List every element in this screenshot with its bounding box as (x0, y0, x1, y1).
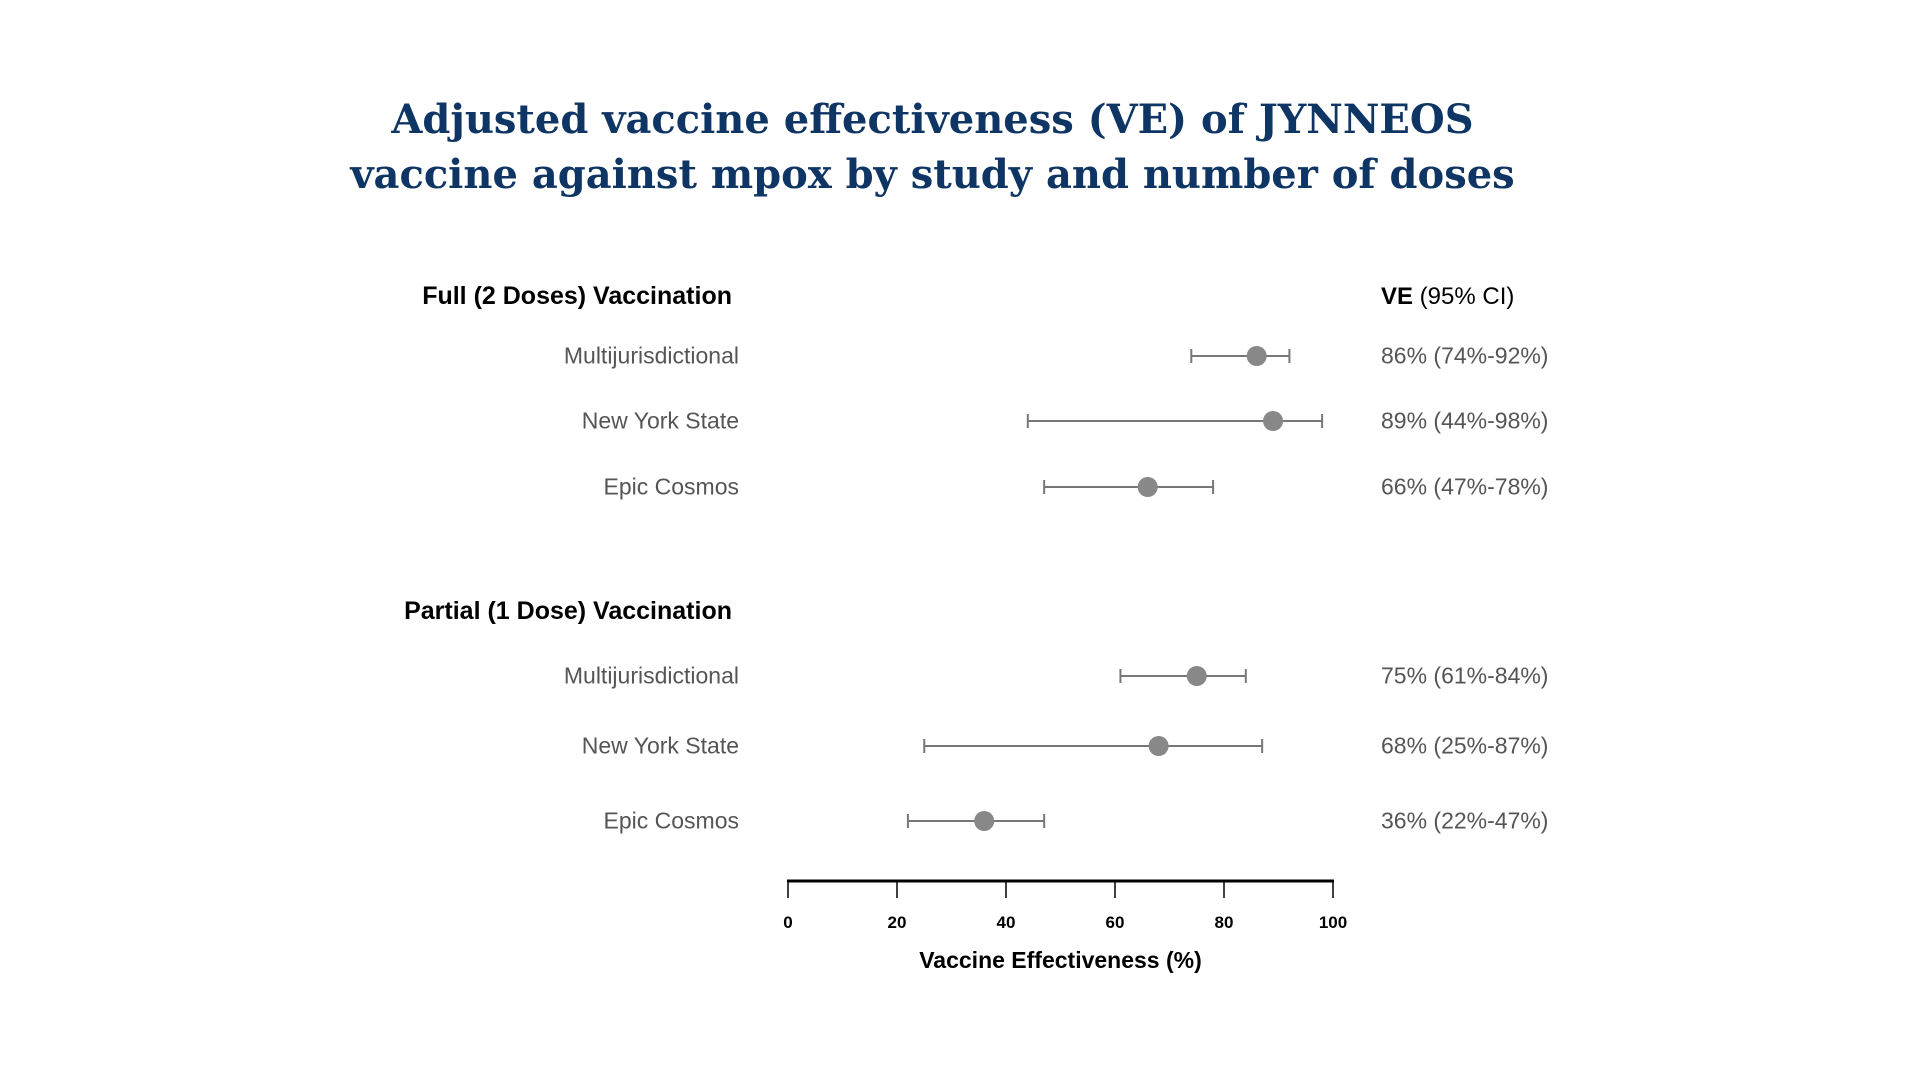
ve-point (1263, 411, 1284, 431)
chart-title: Adjusted vaccine effectiveness (VE) of J… (0, 92, 1865, 202)
x-tick-label: 80 (1215, 913, 1234, 932)
ve-value-label: 75% (61%-84%) (1381, 662, 1549, 689)
x-tick-label: 40 (997, 913, 1016, 932)
x-tick-label: 100 (1319, 913, 1347, 932)
study-label: New York State (581, 732, 739, 759)
group-header-partial: Partial (1 Dose) Vaccination (404, 597, 732, 625)
ve-point (1186, 666, 1207, 686)
study-label: Epic Cosmos (603, 807, 739, 834)
group-header-full: Full (2 Doses) Vaccination (422, 282, 732, 310)
x-axis-label: Vaccine Effectiveness (%) (919, 947, 1202, 973)
ve-point (1148, 736, 1169, 756)
x-tick-label: 60 (1106, 913, 1125, 932)
ve-value-label: 36% (22%-47%) (1381, 807, 1549, 834)
ve-point (974, 811, 995, 831)
x-tick-label: 20 (888, 913, 907, 932)
ve-value-label: 89% (44%-98%) (1381, 407, 1549, 434)
study-label: Multijurisdictional (563, 662, 739, 689)
x-tick-label: 0 (783, 913, 792, 932)
ve-point (1137, 477, 1158, 497)
title-line-1: Adjusted vaccine effectiveness (VE) of J… (391, 96, 1474, 143)
study-label: New York State (581, 407, 739, 434)
ve-point (1246, 346, 1267, 366)
ve-value-label: 86% (74%-92%) (1381, 342, 1549, 369)
ve-header-bold: VE (1381, 283, 1414, 310)
ve-value-label: 66% (47%-78%) (1381, 473, 1549, 500)
ve-value-label: 68% (25%-87%) (1381, 732, 1549, 759)
study-label: Multijurisdictional (563, 342, 739, 369)
ve-column-header: VE (95% CI) (1381, 283, 1514, 311)
title-line-2: vaccine against mpox by study and number… (350, 151, 1515, 198)
study-label: Epic Cosmos (603, 473, 739, 500)
ve-header-rest: (95% CI) (1413, 283, 1515, 310)
